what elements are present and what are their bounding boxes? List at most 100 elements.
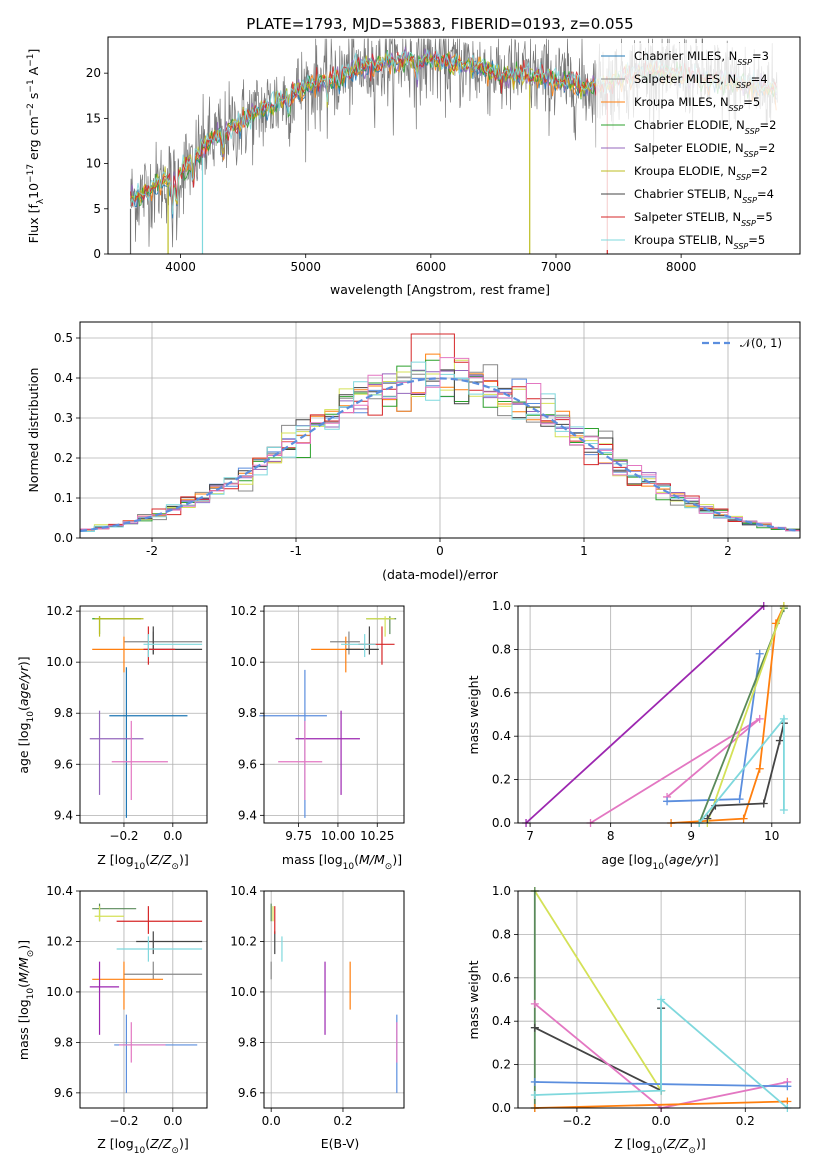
x-tick-label: 7000 xyxy=(541,260,572,274)
label-part: 10 xyxy=(134,862,146,872)
y-tick-label: 10 xyxy=(86,157,101,171)
x-axis-label: wavelength [Angstrom, rest frame] xyxy=(330,282,550,297)
weight-marker xyxy=(663,797,672,806)
axes-frame xyxy=(263,605,405,824)
legend-label: 𝒩(0, 1) xyxy=(740,336,782,350)
x-tick-label: 4000 xyxy=(165,260,196,274)
y-tick-label: 10.2 xyxy=(46,604,73,618)
axes-frame xyxy=(79,605,208,824)
y-tick-label: 0.4 xyxy=(54,371,73,385)
weight-marker xyxy=(530,1077,539,1086)
plot-area-age_vs_mass xyxy=(259,616,397,818)
x-tick-label: 9.75 xyxy=(285,829,312,843)
weight-line xyxy=(534,890,662,1092)
label-part: Z [log xyxy=(97,852,133,867)
x-tick-label: 7 xyxy=(526,829,534,843)
y-tick-label: 10.0 xyxy=(230,985,257,999)
weight-marker xyxy=(530,1090,539,1099)
label-part: 10 xyxy=(343,862,355,872)
x-tick-label: 8 xyxy=(607,829,615,843)
errorbar-point xyxy=(116,936,203,962)
y-tick-label: 0.8 xyxy=(492,642,511,656)
label-part: s xyxy=(26,93,41,104)
legend-label: Salpeter STELIB, NSSP=5 xyxy=(634,210,773,228)
label-part: 10 xyxy=(651,1146,663,1156)
label-part: age/yr xyxy=(669,852,710,867)
weight-marker xyxy=(779,805,788,814)
x-tick-label: 6000 xyxy=(416,260,447,274)
y-tick-label: 9.8 xyxy=(54,706,73,720)
label-part: age/yr xyxy=(16,665,31,706)
y-tick-label: 0.0 xyxy=(492,1101,511,1115)
label-part: )] xyxy=(16,656,31,666)
errorbar-point xyxy=(94,616,144,637)
label-part: mass [log xyxy=(16,999,31,1060)
errorbar-point xyxy=(92,636,151,673)
x-tick-label: 0 xyxy=(436,544,444,558)
x-tick-label: 0.0 xyxy=(652,1114,671,1128)
y-tick-label: 0.5 xyxy=(54,331,73,345)
y-tick-label: 1.0 xyxy=(492,884,511,898)
legend-label: Chabrier STELIB, NSSP=4 xyxy=(634,187,774,205)
legend-text: Chabrier MILES, N xyxy=(634,49,737,63)
x-tick-label: −0.2 xyxy=(562,1114,591,1128)
legend-text: Kroupa ELODIE, N xyxy=(634,164,736,178)
weight-marker xyxy=(755,714,764,723)
y-axis-label: Normed distribution xyxy=(26,368,41,493)
axes-mass_vs_Z: −0.2 0.0 9.6 9.8 10.0 10.2 10.4 xyxy=(46,884,208,1128)
x-tick-label: 0.0 xyxy=(163,1114,182,1128)
label-part: mass [log xyxy=(282,852,343,867)
errorbar-point xyxy=(123,631,203,655)
axes-frame xyxy=(517,890,801,1109)
axes-frame xyxy=(79,890,208,1109)
legend-sub: SSP xyxy=(742,196,757,205)
plot-area-residuals xyxy=(79,333,801,533)
label-part: Z/Z xyxy=(149,1136,172,1151)
y-axis-label: Flux [fλ10−17 erg cm−2 s−1 A−1] xyxy=(26,49,46,244)
weight-marker xyxy=(735,795,744,804)
label-part: 10 xyxy=(26,711,36,723)
errorbar-point xyxy=(358,626,395,665)
legend-sub: SSP xyxy=(737,58,752,67)
legend-text: =2 xyxy=(760,118,777,132)
label-part: ⊙ xyxy=(171,862,179,872)
label-part: −1 xyxy=(26,54,36,67)
label-part: age [log xyxy=(601,852,652,867)
weight-marker xyxy=(783,1082,792,1091)
label-part: ⊙ xyxy=(171,1146,179,1156)
errorbar-point xyxy=(92,903,137,922)
errorbar-point xyxy=(116,906,203,934)
label-part: ( xyxy=(145,852,150,867)
label-part: ( xyxy=(16,983,31,988)
legend-sub: SSP xyxy=(741,219,756,228)
label-part: ( xyxy=(354,852,359,867)
weight-marker xyxy=(759,799,768,808)
legend-label: Salpeter MILES, NSSP=4 xyxy=(634,72,768,90)
y-tick-label: 9.6 xyxy=(238,757,257,771)
axes-frame xyxy=(517,605,801,824)
errorbar-point xyxy=(89,961,120,1035)
legend-text: Salpeter ELODIE, N xyxy=(634,141,744,155)
x-axis-label: age [log10(age/yr)] xyxy=(601,852,718,872)
label-part: Z/Z xyxy=(666,1136,689,1151)
label-part: )] xyxy=(696,1136,706,1151)
x-tick-label: 8000 xyxy=(666,260,697,274)
y-tick-label: 10.0 xyxy=(46,985,73,999)
legend-label: Salpeter ELODIE, NSSP=2 xyxy=(634,141,775,159)
label-part: Flux [f xyxy=(26,204,41,244)
y-tick-label: 9.8 xyxy=(238,1035,257,1049)
errorbar-point xyxy=(341,634,376,658)
x-axis-label: Z [log10(Z/Z⊙)] xyxy=(97,1136,188,1156)
label-part: M/M xyxy=(359,852,385,867)
weight-line xyxy=(534,1100,788,1109)
legend-models: Chabrier MILES, NSSP=3 Salpeter MILES, NS… xyxy=(596,43,796,251)
x-axis-label: (data-model)/error xyxy=(382,567,499,582)
y-tick-label: 9.8 xyxy=(54,1035,73,1049)
plot-area-age_vs_Z xyxy=(89,616,203,818)
axes-mass_vs_EBV: 0.0 0.2 9.6 9.8 10.0 10.2 10.4 xyxy=(230,884,405,1128)
legend-label: Chabrier MILES, NSSP=3 xyxy=(634,49,769,67)
normal-curve xyxy=(79,377,801,533)
errorbar-point xyxy=(330,631,360,655)
label-part: ⊙ xyxy=(688,1146,696,1156)
